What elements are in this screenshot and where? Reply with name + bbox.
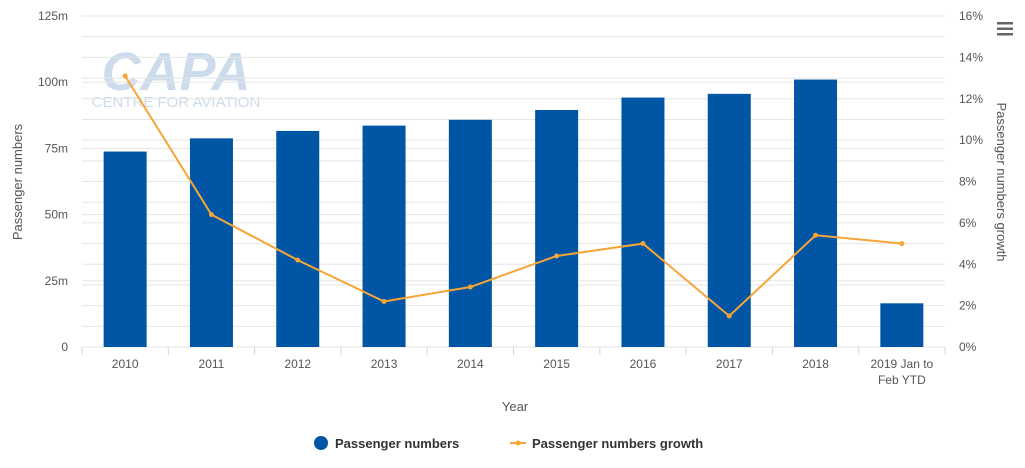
watermark-tagline: CENTRE FOR AVIATION	[92, 94, 261, 111]
growth-point	[813, 232, 819, 238]
bar	[621, 97, 665, 347]
left-axis-ticks: 0 25m 50m 75m 100m 125m	[38, 9, 68, 354]
bar	[362, 125, 406, 347]
bar	[535, 110, 579, 347]
y2-tick-label: 12%	[959, 92, 983, 106]
x-tick-label: 2011	[199, 357, 225, 371]
bar	[794, 79, 838, 347]
growth-point	[467, 284, 473, 290]
growth-point	[295, 257, 301, 263]
growth-point	[208, 212, 214, 218]
y2-tick-label: 0%	[959, 340, 977, 354]
y2-tick-label: 6%	[959, 216, 977, 230]
growth-point	[640, 241, 646, 247]
y-tick-label: 125m	[38, 9, 68, 23]
y2-tick-label: 2%	[959, 299, 977, 313]
y-tick-label: 100m	[38, 75, 68, 89]
x-tick-label: 2012	[284, 357, 311, 371]
x-tick-label: 2016	[630, 357, 657, 371]
bar	[103, 151, 147, 347]
growth-line	[124, 75, 902, 318]
x-tick-label: 2013	[371, 357, 398, 371]
legend-bar-marker	[314, 436, 328, 450]
x-tick-label: 2014	[457, 357, 484, 371]
y2-tick-label: 8%	[959, 175, 977, 189]
y-tick-label: 25m	[45, 274, 68, 288]
y-tick-label: 0	[61, 340, 68, 354]
y2-tick-label: 4%	[959, 257, 977, 271]
bar	[189, 138, 233, 347]
legend-item-passenger-numbers[interactable]: Passenger numbers	[314, 436, 459, 451]
legend: Passenger numbers Passenger numbers grow…	[314, 436, 703, 451]
x-tick-label: 2018	[802, 357, 829, 371]
chart-menu-button[interactable]	[995, 20, 1015, 38]
bar	[880, 303, 924, 347]
x-axis-ticks: 2010 2011 2012 2013 2014 2015 2016 2017 2018 2019…	[81, 347, 946, 387]
hamburger-menu-icon	[997, 22, 1013, 36]
watermark-logo-text: CAPA	[101, 42, 250, 102]
legend-line-dot	[515, 440, 521, 446]
x-tick-label: 2019 Jan to Feb YTD	[870, 357, 933, 387]
bar	[276, 130, 320, 347]
x-tick-label: 2010	[112, 357, 139, 371]
x-tick-label: 2015	[543, 357, 570, 371]
legend-label-passenger-numbers-growth: Passenger numbers growth	[532, 436, 703, 451]
y2-tick-label: 10%	[959, 133, 983, 147]
y-tick-label: 50m	[45, 208, 68, 222]
bar	[707, 93, 751, 347]
growth-point	[381, 298, 387, 304]
legend-item-passenger-numbers-growth[interactable]: Passenger numbers growth	[510, 436, 703, 451]
x-axis-title: Year	[502, 399, 529, 414]
growth-point	[554, 253, 560, 259]
y2-tick-label: 16%	[959, 9, 983, 23]
line-series	[122, 73, 905, 319]
bar	[448, 119, 492, 347]
capa-watermark: CAPA CENTRE FOR AVIATION	[92, 42, 261, 111]
y2-axis-title: Passenger numbers growth	[994, 103, 1009, 262]
y-axis-title: Passenger numbers	[10, 123, 25, 240]
growth-point	[899, 241, 905, 247]
growth-point	[122, 73, 128, 79]
x-tick-label: 2017	[716, 357, 743, 371]
growth-point	[726, 313, 732, 319]
y2-tick-label: 14%	[959, 50, 983, 64]
legend-label-passenger-numbers: Passenger numbers	[335, 436, 459, 451]
y-tick-label: 75m	[45, 141, 68, 155]
right-axis-ticks: 0% 2% 4% 6% 8% 10% 12% 14% 16%	[959, 9, 983, 354]
